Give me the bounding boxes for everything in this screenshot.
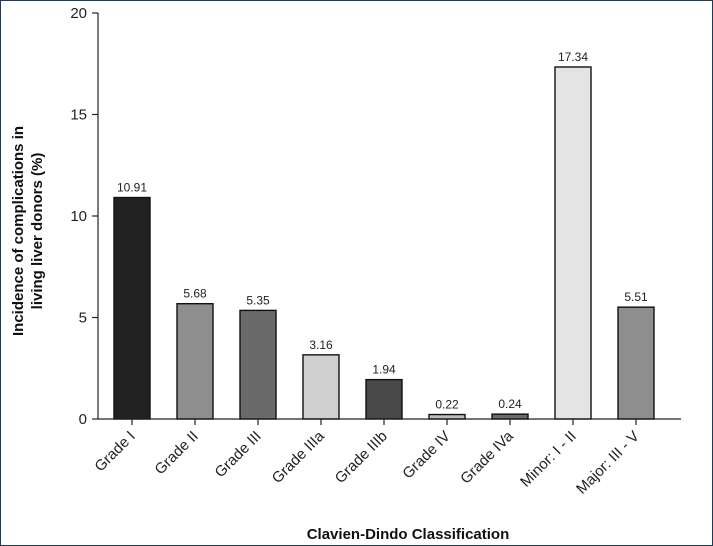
x-tick-label: Grade III (212, 428, 265, 481)
bar-value-label: 10.91 (117, 181, 147, 195)
y-axis-ticks: 0 5 10 15 20 (70, 5, 98, 428)
bar (617, 306, 655, 420)
bar-value-label: 0.22 (435, 398, 459, 412)
bars (113, 66, 655, 420)
bar (176, 302, 214, 420)
bar-value-label: 5.51 (624, 290, 648, 304)
y-axis-title-line-2: living liver donors (%) (29, 153, 46, 310)
x-tick-label: Major: III - V (573, 428, 643, 498)
bar (239, 309, 277, 420)
bar-value-label: 1.94 (372, 363, 396, 377)
y-tick-label: 5 (79, 310, 87, 327)
bar (302, 354, 340, 420)
y-tick-label: 10 (70, 208, 87, 225)
x-tick-label: Grade IV (399, 428, 453, 482)
bar (554, 66, 592, 420)
bar-value-label: 0.24 (498, 397, 522, 411)
bar (428, 413, 466, 420)
bar (491, 413, 529, 420)
y-tick-label: 15 (70, 107, 87, 124)
x-tick-label: Minor: I - II (517, 428, 580, 491)
x-tick-label: Grade I (91, 428, 138, 475)
bar-value-label: 5.35 (246, 293, 270, 307)
bar-value-label: 3.16 (309, 338, 333, 352)
x-axis-title: Clavien-Dindo Classification (307, 526, 510, 543)
x-tick-label: Grade II (151, 428, 201, 478)
bar (365, 378, 403, 420)
bar (113, 196, 151, 420)
value-labels: 10.91 5.68 5.35 3.16 1.94 0.22 0.24 17.34 5.51 (117, 50, 648, 412)
y-tick-label: 0 (79, 411, 87, 428)
x-axis-ticks: Grade I Grade II Grade III Grade IIIa Grade … (91, 419, 643, 498)
x-tick-label: Grade IIIb (332, 428, 391, 487)
bar-value-label: 5.68 (183, 287, 207, 301)
x-tick-label: Grade IIIa (269, 427, 329, 487)
y-tick-label: 20 (70, 5, 87, 22)
y-axis-title-line-1: Incidence of complications in (10, 126, 27, 336)
x-tick-label: Grade IVa (457, 427, 517, 487)
bar-value-label: 17.34 (558, 50, 588, 64)
